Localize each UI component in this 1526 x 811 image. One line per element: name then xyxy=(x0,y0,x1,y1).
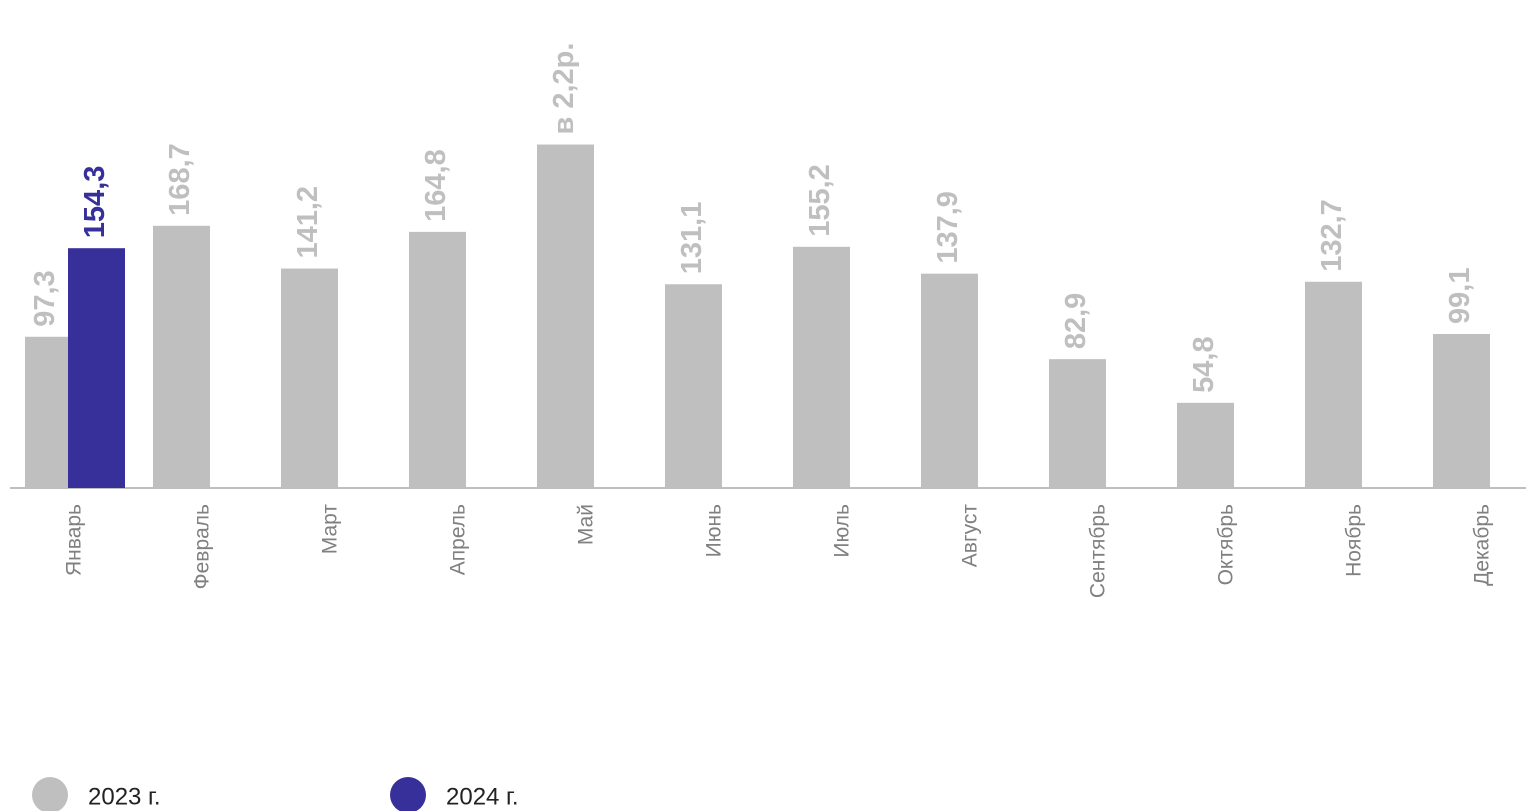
bar xyxy=(409,231,466,489)
bar xyxy=(68,248,125,488)
legend-swatch xyxy=(32,777,68,811)
x-tick-label: Январь xyxy=(63,504,86,576)
bar xyxy=(793,246,850,488)
value-label: 54,8 xyxy=(1188,336,1220,392)
bar xyxy=(1049,359,1106,488)
x-tick-label: Август xyxy=(959,504,982,568)
bar xyxy=(25,336,68,488)
value-label: 168,7 xyxy=(164,143,196,216)
value-label: 155,2 xyxy=(804,164,836,237)
x-tick-label: Март xyxy=(319,504,342,555)
bar xyxy=(665,284,722,488)
x-tick-label: Июнь xyxy=(703,504,726,557)
value-label: 97,3 xyxy=(29,270,61,326)
bar xyxy=(281,268,338,488)
value-label: 141,2 xyxy=(292,186,324,259)
x-tick-label: Декабрь xyxy=(1471,504,1494,586)
x-tick-label: Апрель xyxy=(447,504,470,575)
bar xyxy=(1305,281,1362,488)
legend-swatch xyxy=(390,777,426,811)
value-label: 137,9 xyxy=(932,191,964,264)
legend-label: 2023 г. xyxy=(88,783,161,810)
x-tick-label: Май xyxy=(575,504,598,545)
bar xyxy=(1433,333,1490,488)
x-tick-label: Февраль xyxy=(191,504,214,589)
x-tick-label: Июль xyxy=(831,504,854,558)
value-label: 82,9 xyxy=(1060,293,1092,349)
value-label: 99,1 xyxy=(1444,268,1476,324)
bar xyxy=(537,144,594,488)
value-label: 164,8 xyxy=(420,149,452,222)
legend-label: 2024 г. xyxy=(446,783,519,810)
value-label: 132,7 xyxy=(1316,199,1348,272)
bar xyxy=(1177,402,1234,488)
x-tick-label: Октябрь xyxy=(1215,504,1238,585)
value-label: в 2,2р. xyxy=(548,43,580,135)
value-label: 154,3 xyxy=(79,166,111,239)
bar xyxy=(153,225,210,488)
x-tick-label: Ноябрь xyxy=(1343,504,1366,577)
x-tick-label: Сентябрь xyxy=(1087,504,1110,598)
bar xyxy=(921,273,978,488)
value-label: 131,1 xyxy=(676,202,708,275)
